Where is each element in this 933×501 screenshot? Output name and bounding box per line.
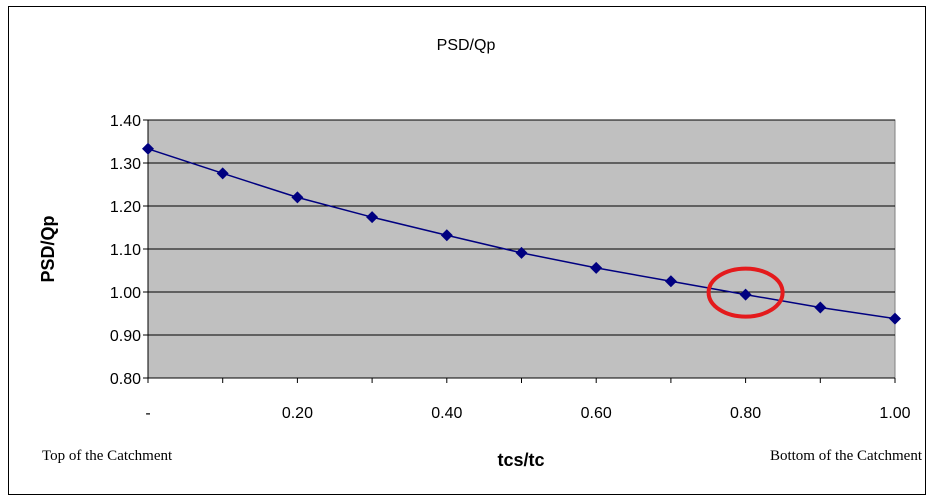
y-tick-label: 1.30 [110, 156, 141, 173]
bottom-of-catchment-label: Bottom of the Catchment [770, 448, 923, 464]
data-point-marker [515, 246, 528, 259]
x-tick-label: 0.80 [730, 405, 761, 422]
y-tick-label: 0.90 [110, 328, 141, 345]
y-tick-label: 1.10 [110, 242, 141, 259]
data-point-marker [814, 301, 827, 314]
x-tick-label: 0.40 [431, 405, 462, 422]
x-tick-label: 1.00 [879, 405, 910, 422]
x-tick-label: 0.20 [282, 405, 313, 422]
data-point-marker [291, 191, 304, 204]
data-point-marker [590, 261, 603, 274]
x-tick-label: 0.60 [581, 405, 612, 422]
data-point-marker [216, 167, 229, 180]
chart-title: PSD/Qp [437, 37, 496, 54]
highlight-circle [706, 266, 785, 319]
y-axis-label: PSD/Qp [38, 215, 58, 282]
y-tick-label: 1.00 [110, 285, 141, 302]
data-point-marker [889, 312, 901, 325]
top-of-catchment-label: Top of the Catchment [42, 448, 173, 464]
data-point-marker [440, 229, 453, 242]
data-point-marker [366, 211, 379, 224]
x-axis-label: tcs/tc [497, 450, 544, 470]
data-point-marker [664, 275, 677, 288]
y-tick-labels: 0.80 0.90 1.00 1.10 1.20 1.30 1.40 [110, 113, 141, 388]
axes [143, 119, 896, 383]
y-tick-label: 0.80 [110, 371, 141, 388]
x-tick-labels: - 0.20 0.40 0.60 0.80 1.00 [145, 405, 910, 422]
data-point-marker [739, 288, 752, 301]
series-markers [142, 142, 901, 325]
x-tick-label: - [145, 405, 150, 422]
data-point-marker [142, 142, 154, 155]
y-tick-label: 1.40 [110, 113, 141, 130]
y-tick-label: 1.20 [110, 199, 141, 216]
